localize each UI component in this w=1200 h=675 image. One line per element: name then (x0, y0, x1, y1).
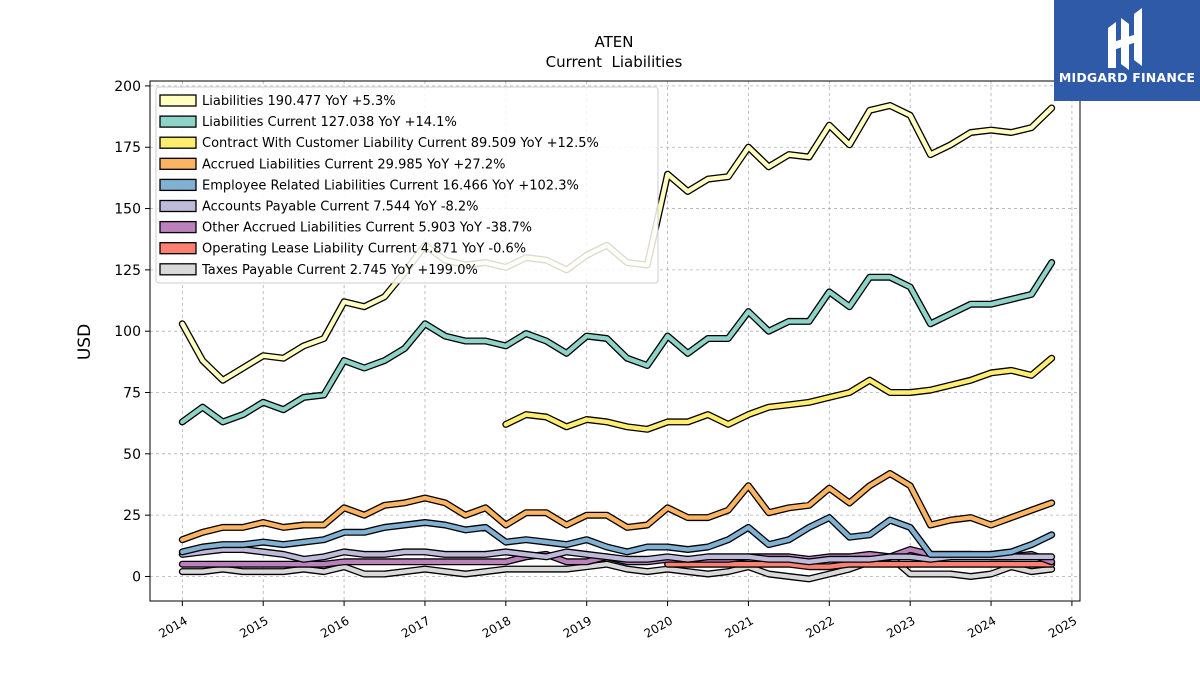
series-7 (664, 560, 1056, 571)
x-tick-label: 2015 (237, 613, 270, 640)
legend-entry: Liabilities 190.477 YoY +5.3% (202, 94, 396, 109)
legend-entry: Employee Related Liabilities Current 16.… (202, 178, 579, 193)
series-line (180, 471, 1054, 542)
chart-title: ATEN (595, 33, 634, 51)
midgard-logo-icon (1108, 8, 1142, 70)
brand-logo: MIDGARD FINANCE (1054, 0, 1200, 101)
legend-swatch (159, 199, 197, 213)
legend-swatch (159, 136, 197, 149)
y-tick-label: 25 (123, 508, 141, 524)
legend-entry: Taxes Payable Current 2.745 YoY +199.0% (201, 263, 478, 278)
legend-swatch (159, 263, 197, 276)
y-tick-label: 150 (114, 202, 141, 218)
legend-swatch (159, 157, 197, 170)
legend-entry: Accounts Payable Current 7.544 YoY -8.2% (202, 200, 479, 215)
y-tick-label: 125 (114, 263, 141, 279)
x-tick-label: 2017 (399, 613, 432, 640)
legend-entry: Other Accrued Liabilities Current 5.903 … (202, 221, 532, 236)
y-tick-label: 0 (132, 569, 141, 585)
x-tick-label: 2014 (156, 613, 189, 640)
series-line (503, 356, 1054, 432)
series-2 (502, 354, 1056, 433)
legend-box (155, 86, 659, 284)
x-tick-label: 2016 (318, 613, 351, 640)
legend-entry: Contract With Customer Liability Current… (202, 136, 599, 151)
y-tick-label: 100 (114, 324, 141, 340)
x-tick-label: 2022 (803, 613, 836, 640)
chart-subtitle: Current Liabilities (546, 53, 683, 71)
legend-entry: Accrued Liabilities Current 29.985 YoY +… (202, 157, 505, 172)
x-tick-label: 2019 (561, 613, 594, 640)
legend-entry: Operating Lease Liability Current 4.871 … (202, 242, 526, 257)
brand-name: MIDGARD FINANCE (1058, 70, 1196, 85)
series-line (665, 562, 1054, 569)
series-4 (178, 514, 1056, 558)
y-tick-label: 175 (114, 140, 141, 156)
x-tick-label: 2018 (480, 613, 513, 640)
legend-swatch (159, 94, 197, 107)
legend-entry: Liabilities Current 127.038 YoY +14.1% (202, 115, 457, 130)
series-line (180, 260, 1054, 425)
series-line (180, 547, 1054, 564)
series-line (180, 554, 1054, 582)
plot-frame (149, 80, 1081, 602)
y-tick-label: 50 (123, 447, 141, 463)
x-tick-label: 2023 (884, 613, 917, 640)
y-axis-label: USD (75, 324, 95, 360)
series-layer (178, 102, 1056, 583)
legend: Liabilities 190.477 YoY +5.3% Liabilities… (155, 86, 659, 284)
x-tick-label: 2024 (965, 613, 998, 640)
y-tick-label: 200 (114, 79, 141, 95)
x-tick-label: 2025 (1046, 613, 1079, 640)
series-line (180, 515, 1054, 557)
series-3 (178, 470, 1056, 544)
legend-swatch (159, 178, 197, 192)
legend-swatch (159, 220, 197, 234)
x-tick-label: 2020 (642, 613, 675, 640)
series-5 (178, 546, 1056, 566)
series-1 (178, 259, 1056, 426)
x-tick-label: 2021 (722, 613, 755, 640)
series-8 (178, 553, 1056, 583)
legend-swatch (159, 115, 197, 128)
legend-swatch (159, 242, 197, 255)
y-tick-label: 75 (123, 386, 141, 402)
